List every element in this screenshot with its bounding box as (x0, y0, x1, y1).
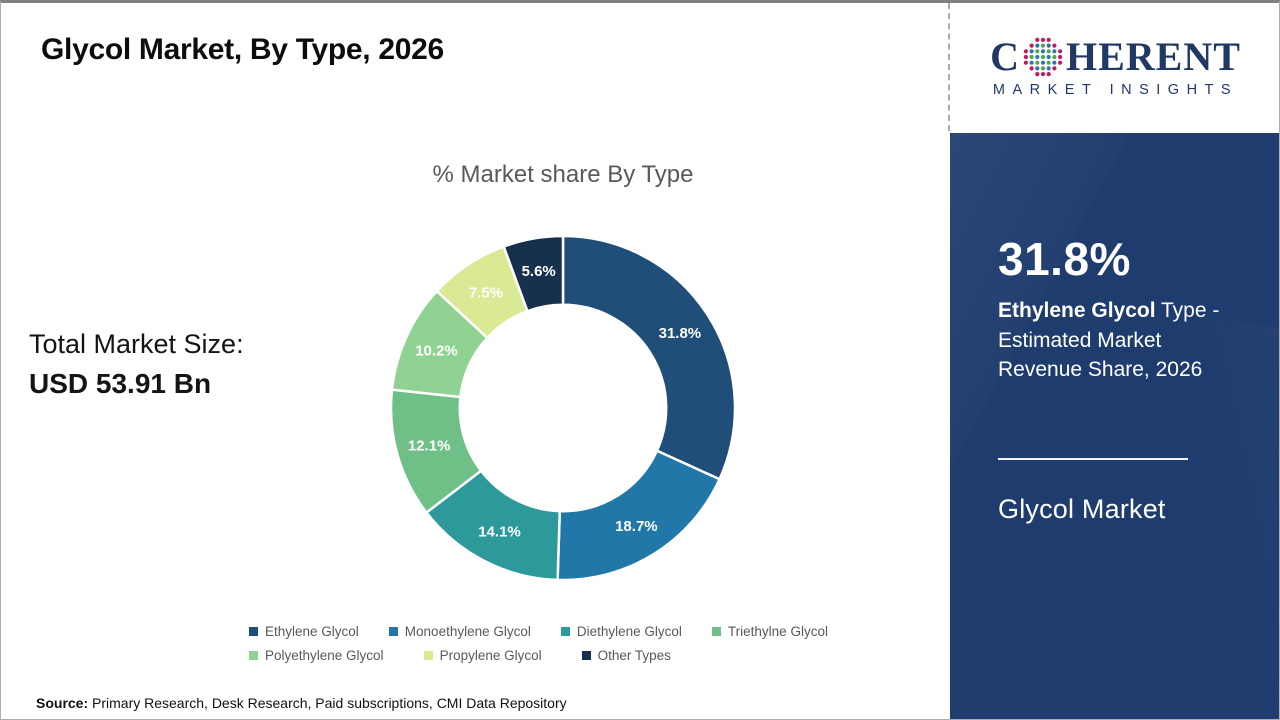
globe-dot (1035, 66, 1040, 71)
total-market-size-value: USD 53.91 Bn (29, 368, 212, 399)
globe-dot (1052, 54, 1057, 60)
legend-swatch-icon (423, 651, 433, 660)
globe-dot (1029, 66, 1034, 71)
globe-dot (1052, 43, 1057, 48)
globe-dot (1052, 60, 1057, 65)
slice-data-label: 18.7% (615, 518, 658, 535)
globe-dot (1029, 49, 1034, 54)
source-text: Primary Research, Desk Research, Paid su… (92, 695, 567, 711)
globe-dot (1023, 49, 1028, 54)
globe-dot (1046, 43, 1051, 48)
legend-label: Monoethylene Glycol (404, 624, 531, 639)
sidebar-divider-line (998, 457, 1188, 460)
sidebar-market-name: Glycol Market (998, 493, 1166, 524)
globe-dot (1052, 49, 1057, 54)
donut-slice-ethylene-glycol (561, 234, 737, 481)
legend-item: Propylene Glycol (423, 648, 542, 663)
globe-dot (1046, 72, 1051, 77)
globe-dot (1040, 37, 1046, 42)
legend-item: Diethylene Glycol (560, 624, 682, 639)
globe-dot (1029, 60, 1034, 65)
highlight-description-bold: Ethylene Glycol (998, 299, 1156, 323)
total-market-size: Total Market Size: USD 53.91 Bn (29, 325, 244, 403)
donut-chart: 31.8% 18.7% 14.1% 12.1% 10.2% 7.5% 5.6% (389, 234, 737, 582)
legend-swatch-icon (249, 627, 258, 636)
globe-dot (1023, 54, 1028, 60)
legend-swatch-icon (388, 627, 398, 636)
globe-dot (1040, 49, 1046, 54)
slice-data-label: 10.2% (415, 342, 458, 359)
logo-letter-c: C (990, 34, 1020, 79)
legend-label: Diethylene Glycol (576, 624, 682, 639)
legend-label: Other Types (597, 648, 671, 663)
globe-dot (1035, 60, 1040, 65)
page-title: Glycol Market, By Type, 2026 (41, 33, 444, 66)
legend-row: Polyethylene Glycol Propylene Glycol Other… (249, 648, 899, 663)
legend-item: Polyethylene Glycol (249, 648, 384, 663)
chart-legend: Ethylene Glycol Monoethylene Glycol Diethy… (249, 624, 899, 672)
legend-label: Ethylene Glycol (265, 624, 359, 639)
logo-word-rest: HERENT (1065, 34, 1241, 79)
globe-dot (1046, 37, 1051, 42)
legend-row: Ethylene Glycol Monoethylene Glycol Diethy… (249, 624, 899, 639)
globe-dot (1057, 49, 1063, 54)
globe-dot (1057, 60, 1063, 65)
slice-data-label: 14.1% (478, 524, 521, 541)
globe-dot (1035, 54, 1040, 60)
logo-wordmark: C HERENT (990, 36, 1241, 78)
source-note: Source: Primary Research, Desk Research,… (36, 695, 567, 711)
highlight-description: Ethylene Glycol Type - Estimated Market … (998, 296, 1236, 385)
globe-dot (1046, 60, 1051, 65)
legend-label: Triethylne Glycol (727, 624, 828, 639)
legend-item: Other Types (581, 648, 671, 663)
globe-dot (1040, 72, 1046, 77)
highlight-sidebar: 31.8% Ethylene Glycol Type - Estimated M… (950, 133, 1279, 719)
coherent-logo: C HERENT MARKET INSIGHTS (950, 3, 1279, 131)
globe-dot (1046, 49, 1051, 54)
globe-dot (1035, 72, 1040, 77)
legend-label: Polyethylene Glycol (265, 648, 384, 663)
globe-dot (1052, 66, 1057, 71)
donut-slice-other-types (502, 234, 565, 313)
legend-item: Monoethylene Glycol (388, 624, 531, 639)
slice-data-label: 12.1% (408, 438, 451, 455)
source-label: Source: (36, 695, 89, 711)
globe-dot (1029, 54, 1034, 60)
vertical-dashed-divider (948, 3, 950, 131)
globe-dot (1057, 54, 1063, 60)
donut-slice-monoethylene-glycol (556, 449, 721, 582)
highlight-description-rest: Type - Estimated Market Revenue Share, 2… (998, 299, 1220, 382)
legend-swatch-icon (581, 651, 591, 660)
globe-dot (1035, 37, 1040, 42)
legend-swatch-icon (249, 651, 258, 660)
legend-swatch-icon (560, 627, 570, 636)
legend-item: Ethylene Glycol (249, 624, 359, 639)
logo-subtitle: MARKET INSIGHTS (992, 82, 1239, 98)
highlight-percentage: 31.8% (998, 233, 1131, 285)
legend-swatch-icon (711, 627, 721, 636)
slice-data-label: 5.6% (522, 263, 556, 280)
globe-dot (1040, 60, 1046, 65)
legend-item: Triethylne Glycol (711, 624, 828, 639)
globe-dot (1046, 66, 1051, 71)
globe-dot (1040, 43, 1046, 48)
chart-title: % Market share By Type (432, 161, 694, 188)
globe-dot (1040, 66, 1046, 71)
total-market-size-label: Total Market Size: (29, 329, 244, 359)
globe-dot (1023, 60, 1028, 65)
legend-label: Propylene Glycol (439, 648, 542, 663)
slice-data-label: 7.5% (469, 284, 503, 301)
globe-dot (1035, 49, 1040, 54)
globe-dot (1035, 43, 1040, 48)
slice-data-label: 31.8% (659, 325, 702, 342)
globe-dots-icon (1023, 37, 1063, 77)
globe-dot (1046, 54, 1051, 60)
globe-dot (1029, 43, 1034, 48)
globe-dot (1040, 54, 1046, 60)
